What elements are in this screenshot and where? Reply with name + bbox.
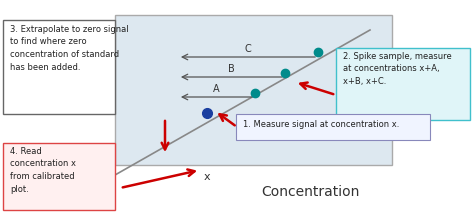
Text: 3. Extrapolate to zero signal
to find where zero
concentration of standard
has b: 3. Extrapolate to zero signal to find wh… bbox=[10, 25, 128, 72]
Text: A: A bbox=[213, 84, 220, 94]
Text: 4. Read
concentration x
from calibrated
plot.: 4. Read concentration x from calibrated … bbox=[10, 147, 76, 194]
Text: C: C bbox=[245, 44, 251, 54]
FancyBboxPatch shape bbox=[336, 48, 470, 120]
FancyBboxPatch shape bbox=[115, 15, 392, 165]
Text: 1. Measure signal at concentration x.: 1. Measure signal at concentration x. bbox=[243, 120, 400, 129]
Text: B: B bbox=[228, 64, 235, 74]
FancyBboxPatch shape bbox=[3, 20, 115, 114]
FancyBboxPatch shape bbox=[3, 143, 115, 210]
Text: x: x bbox=[204, 172, 210, 182]
Text: 2. Spike sample, measure
at concentrations x+A,
x+B, x+C.: 2. Spike sample, measure at concentratio… bbox=[343, 52, 452, 86]
Text: Concentration: Concentration bbox=[261, 185, 359, 199]
FancyBboxPatch shape bbox=[236, 114, 430, 140]
